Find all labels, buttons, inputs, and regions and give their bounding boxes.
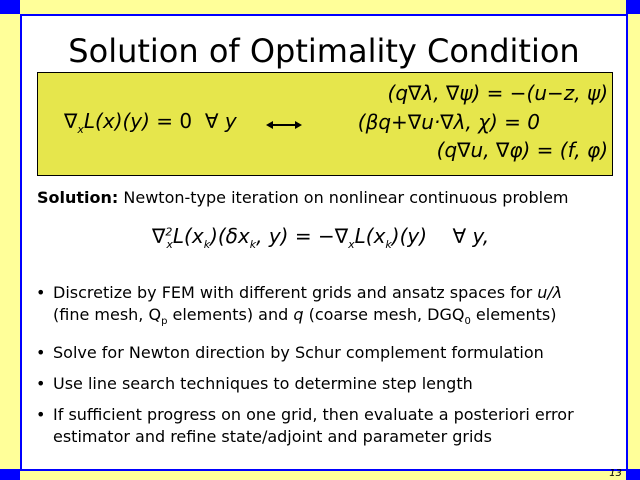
- bullet-list: Discretize by FEM with different grids a…: [36, 282, 611, 457]
- page-number: 13: [609, 468, 622, 479]
- slide-title: Solution of Optimality Condition: [68, 32, 580, 70]
- slide-panel: Solution of Optimality Condition ∇xL(x)(…: [20, 14, 628, 471]
- adjoint-equation: (q∇λ, ∇ψ) = −(u−z, ψ): [387, 81, 608, 105]
- optimality-box: ∇xL(x)(y) = 0 ∀ y (q∇λ, ∇ψ) = −(u−z, ψ) …: [37, 72, 613, 176]
- newton-equation: ∇2xL(xk)(δxk, y) = −∇xL(xk)(y) ∀ y,: [152, 224, 490, 251]
- bullet-line-search: Use line search techniques to determine …: [36, 373, 611, 395]
- corner-bottom-left: [0, 469, 20, 480]
- corner-top-right: [626, 0, 640, 14]
- bullet-discretize: Discretize by FEM with different grids a…: [36, 282, 611, 333]
- double-arrow-icon: [266, 121, 302, 129]
- bullet-refine: If sufficient progress on one grid, then…: [36, 404, 611, 448]
- solution-label: Solution:: [37, 188, 119, 207]
- solution-text: Newton-type iteration on nonlinear conti…: [123, 188, 569, 207]
- bullet-newton-direction: Solve for Newton direction by Schur comp…: [36, 342, 611, 364]
- gradient-equation: (βq+∇u·∇λ, χ) = 0: [357, 110, 540, 134]
- state-equation: (q∇u, ∇φ) = (f, φ): [436, 138, 608, 162]
- optimality-condition: ∇xL(x)(y) = 0 ∀ y: [64, 109, 237, 136]
- corner-bottom-right: [626, 469, 640, 480]
- solution-line: Solution: Newton-type iteration on nonli…: [37, 188, 569, 207]
- corner-top-left: [0, 0, 20, 14]
